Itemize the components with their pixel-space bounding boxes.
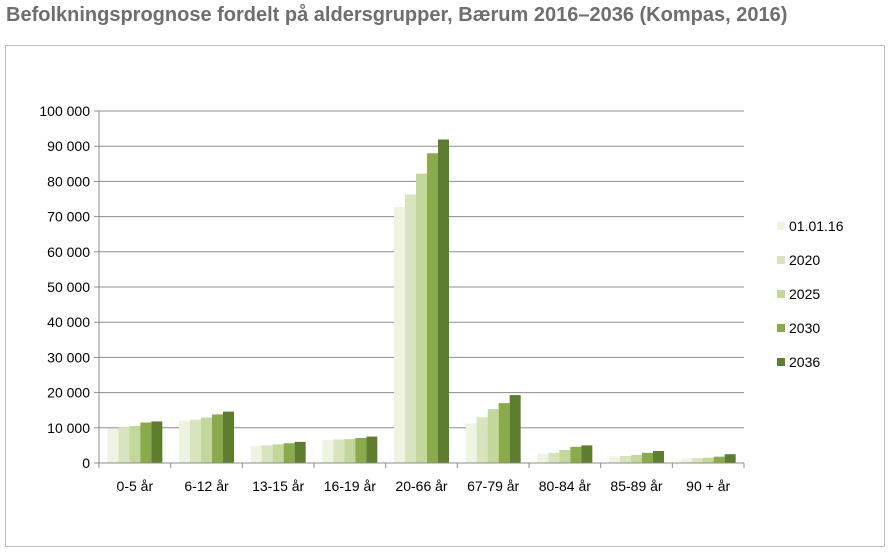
bar — [427, 153, 438, 463]
bar — [416, 174, 427, 463]
y-tick-label: 100 000 — [39, 103, 90, 119]
bars — [107, 140, 735, 463]
x-tick-label: 6-12 år — [184, 478, 229, 494]
y-tick-label: 60 000 — [47, 244, 90, 260]
y-tick-label: 20 000 — [47, 385, 90, 401]
bar — [107, 429, 118, 463]
bar — [366, 437, 377, 463]
legend-swatch — [777, 256, 785, 264]
x-tick-label: 67-79 år — [467, 478, 519, 494]
bar — [559, 450, 570, 463]
bar — [333, 439, 344, 463]
bar — [322, 440, 333, 463]
bar — [223, 412, 234, 463]
y-tick-label: 10 000 — [47, 420, 90, 436]
bar — [262, 445, 273, 463]
bar — [151, 421, 162, 463]
y-tick-label: 70 000 — [47, 209, 90, 225]
bar — [477, 417, 488, 463]
x-tick-label: 85-89 år — [610, 478, 662, 494]
x-tick-label: 13-15 år — [252, 478, 304, 494]
bar — [273, 444, 284, 463]
legend-swatch — [777, 324, 785, 332]
bar — [581, 445, 592, 463]
bar — [631, 455, 642, 463]
x-tick-label: 90 + år — [686, 478, 730, 494]
bar — [548, 453, 559, 463]
bar — [537, 454, 548, 463]
x-tick-label: 16-19 år — [324, 478, 376, 494]
bar — [355, 438, 366, 463]
bar — [284, 443, 295, 463]
bar — [681, 459, 692, 463]
legend-swatch — [777, 358, 785, 366]
bar — [179, 421, 190, 463]
bar — [394, 207, 405, 463]
bar — [653, 451, 664, 463]
y-tick-label: 90 000 — [47, 138, 90, 154]
bar — [190, 420, 201, 463]
x-tick-label: 0-5 år — [117, 478, 154, 494]
bar — [725, 454, 736, 463]
bar-chart: 0 10 000 20 000 30 000 40 000 50 000 60 000 70 … — [6, 46, 884, 546]
bar — [703, 458, 714, 463]
bar — [609, 456, 620, 463]
chart-title: Befolkningsprognose fordelt på aldersgru… — [6, 4, 787, 27]
legend-label: 2030 — [789, 320, 820, 336]
bar — [466, 424, 477, 463]
legend-label: 2036 — [789, 354, 820, 370]
legend-label: 01.01.16 — [789, 218, 844, 234]
x-tick-label: 80-84 år — [539, 478, 591, 494]
bar — [714, 457, 725, 463]
bar — [642, 453, 653, 463]
y-tick-label: 30 000 — [47, 349, 90, 365]
chart-frame: 0 10 000 20 000 30 000 40 000 50 000 60 000 70 … — [5, 45, 885, 547]
y-tick-label: 0 — [82, 455, 90, 471]
legend-label: 2020 — [789, 252, 820, 268]
bar — [405, 194, 416, 463]
bar — [129, 426, 140, 463]
bar — [510, 395, 521, 463]
bar — [212, 414, 223, 463]
y-tick-label: 40 000 — [47, 314, 90, 330]
bar — [201, 418, 212, 463]
bar — [438, 140, 449, 463]
bar — [118, 427, 129, 463]
legend-label: 2025 — [789, 286, 820, 302]
bar — [692, 458, 703, 463]
bar — [620, 456, 631, 463]
x-tick-label: 20-66 år — [395, 478, 447, 494]
bar — [570, 447, 581, 463]
bar — [344, 439, 355, 463]
legend: 01.01.16 2020 2025 2030 2036 — [777, 218, 844, 370]
bar — [140, 423, 151, 463]
y-tick-label: 50 000 — [47, 279, 90, 295]
bar — [295, 442, 306, 463]
bar — [251, 446, 262, 463]
x-tick-labels: 0-5 år 6-12 år 13-15 år 16-19 år 20-66 år 67-… — [117, 478, 731, 494]
legend-swatch — [777, 290, 785, 298]
legend-swatch — [777, 222, 785, 230]
y-tick-label: 80 000 — [47, 173, 90, 189]
y-tick-labels: 0 10 000 20 000 30 000 40 000 50 000 60 000 70 … — [39, 103, 90, 471]
bar — [499, 403, 510, 463]
bar — [488, 409, 499, 463]
